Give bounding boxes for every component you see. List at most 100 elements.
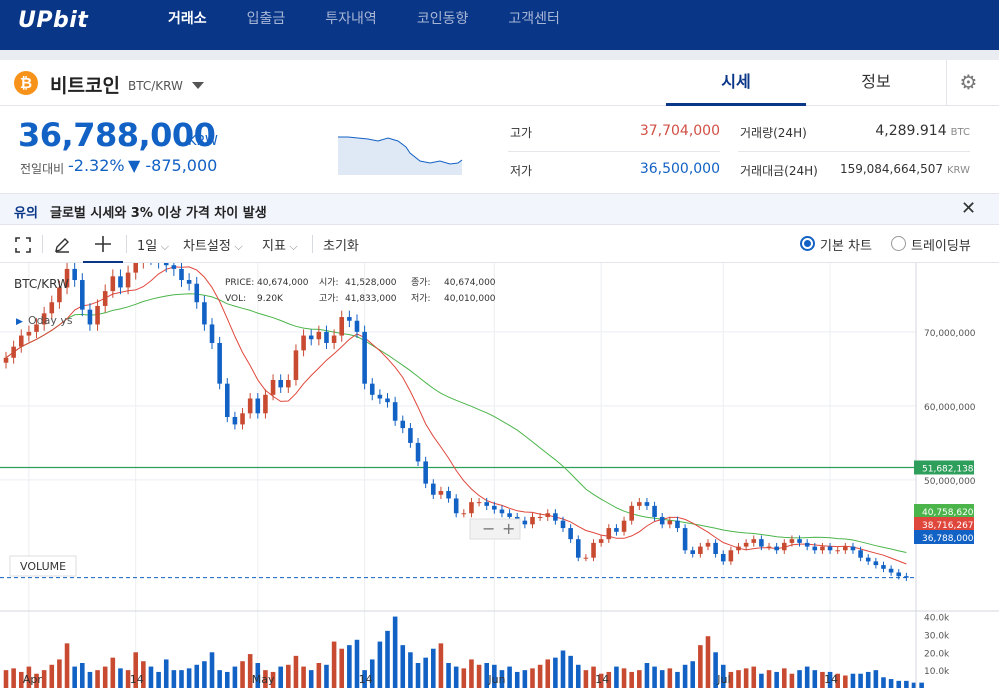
candle — [675, 520, 680, 529]
volume-bar — [743, 668, 749, 688]
volume-bar — [263, 670, 268, 688]
x-tick-label: 14 — [359, 673, 373, 686]
tab-price[interactable]: 시세 — [666, 60, 806, 106]
volume-bar — [774, 671, 779, 688]
amount-unit: KRW — [947, 165, 970, 176]
upbit-logo[interactable]: UPbit — [18, 8, 89, 33]
volume-bar — [865, 671, 871, 688]
candlestick-chart[interactable]: 80,000,000 70,000,000 60,000,000 50,000,000… — [0, 263, 999, 688]
volume-number: 4,289.914 — [875, 123, 947, 139]
volume-bar — [354, 639, 360, 688]
nav-customer-center[interactable]: 고객센터 — [508, 11, 560, 27]
volume-bar — [308, 670, 314, 688]
volume-bar — [18, 671, 24, 688]
volume-bar — [598, 673, 604, 688]
ma-legend: Oday ys — [28, 314, 73, 327]
candle — [530, 516, 535, 525]
tab-info[interactable]: 정보 — [861, 72, 891, 91]
zoom-out-icon[interactable]: − — [482, 519, 495, 538]
candle — [553, 513, 558, 521]
indicators-select[interactable]: 지표 ⌵ — [262, 235, 298, 254]
candle — [354, 320, 360, 332]
candle — [133, 263, 139, 273]
basic-chart-label[interactable]: 기본 차트 — [820, 239, 872, 254]
volume-bar — [347, 645, 352, 688]
volume-bar — [843, 675, 848, 688]
candle — [522, 520, 528, 525]
candle — [507, 513, 512, 517]
close-icon[interactable]: ✕ — [961, 198, 977, 219]
zoom-box — [469, 518, 521, 540]
volume-bar — [102, 666, 108, 688]
candle — [339, 317, 345, 336]
volume-bar — [575, 664, 581, 688]
volume-bar — [888, 679, 894, 688]
volume-bar — [835, 673, 840, 688]
fullscreen-icon[interactable] — [15, 237, 31, 253]
nav-coin-trends[interactable]: 코인동향 — [416, 11, 469, 27]
candle — [896, 572, 902, 577]
candle — [110, 276, 116, 292]
volume-bar — [80, 663, 85, 688]
basic-chart-radio[interactable] — [800, 236, 815, 251]
volume-bar — [591, 666, 596, 688]
candle — [827, 546, 833, 551]
volume-bar — [26, 666, 32, 688]
info-price-value: 40,674,000 — [257, 278, 309, 288]
volume-bar — [87, 671, 93, 688]
gear-icon[interactable]: ⚙ — [946, 60, 990, 106]
volume-bar — [698, 645, 703, 688]
info-low-value: 40,010,000 — [444, 294, 496, 304]
reset-button[interactable]: 초기화 — [323, 239, 359, 254]
tradingview-label[interactable]: 트레이딩뷰 — [911, 239, 971, 254]
candle — [240, 413, 245, 425]
volume-bar — [209, 652, 215, 688]
collapse-icon[interactable]: ▶ — [16, 317, 23, 327]
nav-investments[interactable]: 투자내역 — [325, 11, 377, 27]
volume-bar — [911, 682, 917, 688]
interval-select[interactable]: 1일 ⌵ — [137, 235, 169, 254]
volume-bar — [667, 668, 673, 688]
coin-header: ₿ 비트코인 BTC/KRW 시세 정보 ⚙ — [0, 60, 999, 106]
candle — [499, 509, 505, 514]
info-open-label: 시가: — [319, 277, 339, 288]
zoom-controls[interactable]: − + — [469, 518, 521, 540]
pencil-icon[interactable] — [53, 236, 71, 254]
candle — [575, 539, 581, 558]
high-value: 37,704,000 — [639, 123, 720, 139]
candle — [713, 542, 718, 554]
candle — [766, 546, 772, 548]
volume-bar — [385, 630, 390, 688]
volume-bar — [148, 666, 154, 688]
volume-bar — [904, 680, 909, 688]
candle — [606, 528, 612, 540]
chart-toolbar: 1일 ⌵ 차트설정 ⌵ 지표 ⌵ 초기화 기본 차트 트레이딩뷰 — [0, 225, 999, 263]
x-tick-label: 14 — [130, 673, 144, 686]
candle — [308, 335, 314, 340]
tradingview-radio[interactable] — [891, 236, 906, 251]
x-tick-label: May — [252, 673, 275, 686]
candle — [415, 442, 421, 462]
crosshair-tool[interactable] — [83, 225, 123, 263]
main-nav: 거래소 입출금 투자내역 코인동향 고객센터 — [148, 0, 580, 50]
candle — [850, 546, 856, 551]
volume-bar — [438, 643, 444, 688]
zoom-in-icon[interactable]: + — [502, 519, 515, 538]
chevron-down-icon[interactable] — [192, 82, 204, 89]
volume-bar — [247, 654, 253, 688]
volume-bar — [64, 643, 70, 688]
candle — [202, 302, 207, 325]
volume-bar — [293, 655, 299, 688]
chart-settings-select[interactable]: 차트설정 ⌵ — [183, 235, 243, 254]
candle — [125, 272, 131, 288]
candle — [743, 542, 749, 547]
nav-exchange[interactable]: 거래소 — [168, 11, 207, 27]
volume-bar — [194, 664, 200, 688]
candle — [469, 502, 474, 514]
nav-deposit-withdraw[interactable]: 입출금 — [246, 11, 286, 27]
candle — [278, 379, 283, 388]
volume-bar — [34, 673, 39, 688]
volume-bar — [713, 652, 718, 688]
volume-bar — [186, 668, 192, 688]
volume-bar — [820, 671, 825, 688]
